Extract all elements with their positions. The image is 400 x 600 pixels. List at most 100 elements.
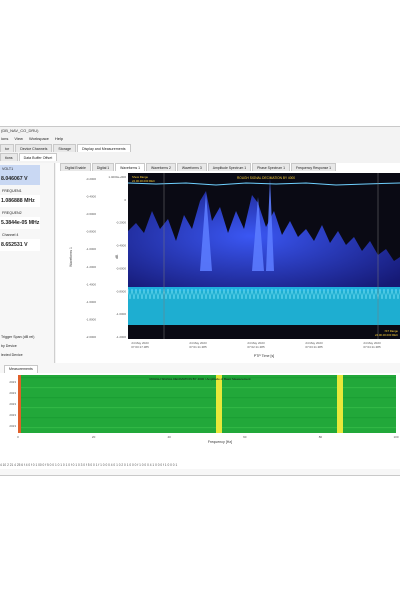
main-tab-bar: tor Device Channels Storage Display and …	[0, 144, 132, 152]
spectrogram-row	[18, 427, 396, 429]
x-tick-date: 24 May 2023	[131, 341, 149, 345]
measurement-name: VOLT1	[0, 165, 40, 173]
tab-waveforms-3[interactable]: Waveforms 3	[176, 163, 207, 171]
waveform-x-label: PTP Time [s]	[254, 354, 275, 358]
tab-amplitude-spectrum-1[interactable]: Amplitude Spectrum 1	[207, 163, 252, 171]
spectrogram-x-tick: 20	[92, 435, 96, 439]
spectrogram-x-ticks: 0 20 40 60 80 100	[17, 435, 399, 439]
tab-device-channels[interactable]: Device Channels	[15, 144, 53, 152]
spectrogram-edge-band	[18, 375, 21, 433]
spectrogram-highlight-band	[216, 375, 222, 433]
spectrogram-x-tick: 0	[17, 435, 19, 439]
y-tick-label: -1.4000	[86, 282, 97, 286]
y2-tick-label: 1.4000e+000	[108, 175, 126, 179]
x-tick-date: 24 May 2023	[305, 341, 323, 345]
menu-item-workspace[interactable]: Workspace	[28, 136, 49, 141]
y-tick-label: -1.8000	[86, 317, 97, 321]
waveform-upper-trace	[127, 182, 400, 186]
waveform-chart[interactable]: -0.2000 -0.4000 -0.6000 -0.8000 -1.0000 -1.20…	[56, 171, 400, 368]
measurement-value: 5.3844e-05 MHz	[0, 217, 40, 229]
tab-waveforms-1[interactable]: Waveforms 1	[115, 163, 146, 171]
tab-tor[interactable]: tor	[0, 144, 15, 152]
x-tick-time: 07:02:11.385	[247, 345, 265, 349]
y-tick-label: -1.2000	[86, 265, 97, 269]
y-tick-label: -0.2000	[86, 177, 97, 181]
left-footer-label: lected Device	[1, 353, 23, 357]
tab-storage[interactable]: Storage	[53, 144, 76, 152]
spectrogram-x-label: Frequency [Hz]	[208, 440, 232, 444]
spectrogram-title: ROUGH SIGNAL DECIMATION BY 4000 / Amplit…	[150, 377, 251, 381]
lower-panel: Measurements ROUGH SIGNAL DECIMATION BY …	[0, 363, 400, 475]
y2-tick-label: -1.0000	[116, 312, 127, 316]
tab-measurements[interactable]: Measurements	[4, 365, 38, 373]
y2-tick-label: -0.4000	[116, 244, 127, 248]
tab-display-and-measurements[interactable]: Display and Measurements	[76, 144, 131, 152]
legend-top-line-2: 24.00.00.000 REC	[132, 179, 155, 183]
measurement-value: 8.652531 V	[0, 239, 40, 251]
legend-bottom-line-1: IST Range	[385, 329, 399, 333]
measurement-name: FREQUEN1	[2, 189, 22, 193]
spectrogram-y-tick: 2023	[9, 402, 16, 406]
x-tick-date: 24 May 2023	[247, 341, 265, 345]
spectrogram-texture	[18, 377, 396, 429]
measurement-item[interactable]: VOLT1 8.046067 V	[0, 165, 40, 185]
menu-item-options[interactable]: ions	[1, 136, 9, 141]
measurement-item[interactable]: FREQUEN2 5.3844e-05 MHz	[0, 209, 40, 229]
waveform-cyan-band	[128, 287, 400, 325]
spectrogram-x-tick: 40	[168, 435, 172, 439]
spectrogram-highlight-band	[337, 375, 343, 433]
tab-data-buffer-offset[interactable]: Data Buffer Offset	[18, 153, 58, 161]
waveform-peaks	[200, 179, 274, 271]
left-footer-label: by Device	[1, 344, 17, 348]
measurement-item[interactable]: Channel 4 8.652531 V	[0, 231, 40, 251]
x-tick-date: 24 May 2023	[189, 341, 207, 345]
spectrogram-x-tick: 60	[243, 435, 247, 439]
y-tick-label: -1.6000	[86, 300, 97, 304]
spectrogram-y-ticks: 2023 2023 2023 2023 2023	[9, 380, 16, 428]
menu-bar: ions View Workspace Help	[0, 135, 400, 143]
y2-tick-label: -0.6000	[116, 266, 127, 270]
spectrogram-y-tick: 2023	[9, 424, 16, 428]
measurement-value: 8.046067 V	[0, 173, 40, 185]
spectrogram-row	[18, 407, 396, 409]
spectrogram-row	[18, 397, 396, 399]
x-tick-time: 07:04:11.385	[363, 345, 381, 349]
y2-tick-label: -0.2000	[116, 221, 127, 225]
y-tick-label: -2.0000	[86, 335, 97, 339]
left-footer-label: Trigger Span (dB rel)	[1, 335, 35, 339]
waveform-envelope	[128, 191, 400, 291]
measurement-value: 1.086888 MHz	[0, 195, 40, 207]
measurement-item[interactable]: FREQUEN1 1.086888 MHz	[0, 187, 40, 207]
tab-phase-spectrum-1[interactable]: Phase Spectrum 1	[252, 163, 291, 171]
tab-digital-1[interactable]: Digital 1	[91, 163, 115, 171]
waveform-band-texture	[127, 288, 400, 300]
sub-tab-bar: tions Data Buffer Offset	[0, 153, 58, 161]
y-tick-label: -0.4000	[86, 195, 97, 199]
y-tick-label: -1.0000	[86, 247, 97, 251]
display-area: Digital Enable Digital 1 Waveforms 1 Wav…	[56, 163, 400, 368]
spectrogram-y-tick: 2023	[9, 413, 16, 417]
spectrogram-chart[interactable]: ROUGH SIGNAL DECIMATION BY 4000 / Amplit…	[0, 373, 400, 469]
spectrogram-row	[18, 417, 396, 419]
measurements-panel: VOLT1 8.046067 V FREQUEN1 1.086888 MHz F…	[0, 163, 55, 368]
spectrogram-row	[18, 377, 396, 379]
window-title: (DB_NAV_CO_DRU)	[1, 128, 39, 133]
tab-waveforms-2[interactable]: Waveforms 2	[146, 163, 176, 171]
spectrogram-row	[18, 387, 396, 389]
y-axis-ticks: -0.2000 -0.4000 -0.6000 -0.8000 -1.0000 -1.20…	[86, 175, 127, 339]
measurement-name: FREQUEN2	[2, 211, 22, 215]
menu-item-help[interactable]: Help	[54, 136, 64, 141]
y-tick-label: -0.8000	[86, 230, 97, 234]
legend-bottom-line-2: 24.00.00.000 REC	[375, 333, 398, 337]
spectrogram-x-tick: 80	[319, 435, 323, 439]
status-line: 4 10 2 21 4 25 6 f 4 0 f 0 1 00 0 f 5 0 …	[0, 463, 178, 467]
y2-tick-label: -1.2000	[116, 335, 127, 339]
tab-options[interactable]: tions	[0, 153, 18, 161]
x-tick-time: 07:03:11.385	[305, 345, 323, 349]
tab-frequency-response-1[interactable]: Frequency Response 1	[291, 163, 337, 171]
tab-digital-enable[interactable]: Digital Enable	[60, 163, 91, 171]
waveform-y-unit: dB	[115, 254, 119, 259]
x-tick-time: 07:00:17.385	[131, 345, 149, 349]
menu-item-view[interactable]: View	[14, 136, 23, 141]
